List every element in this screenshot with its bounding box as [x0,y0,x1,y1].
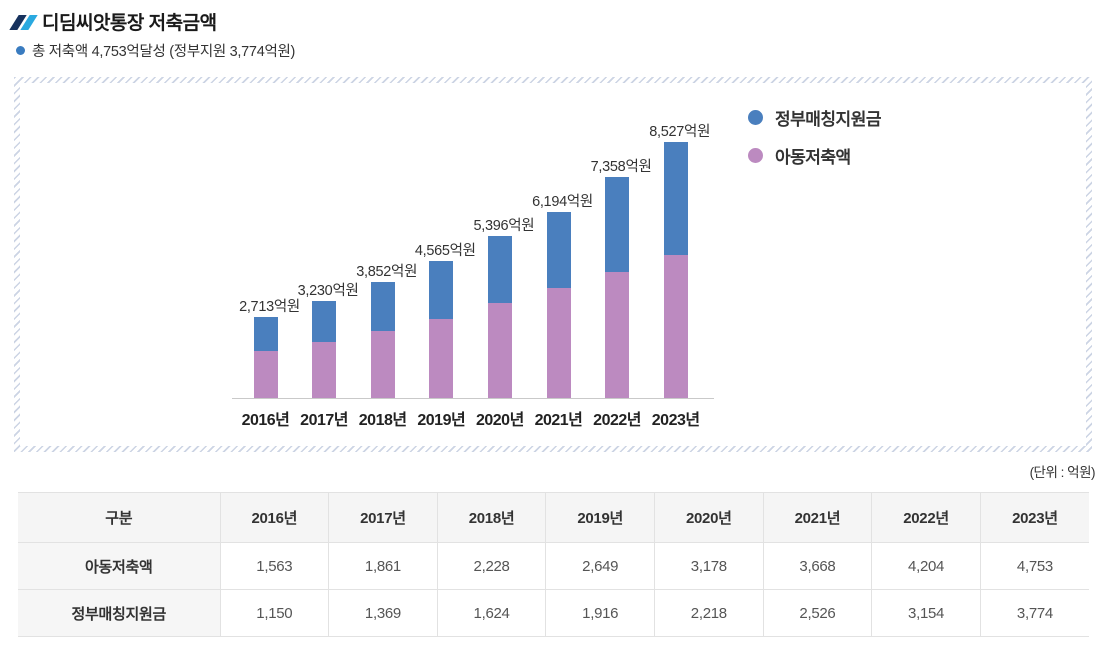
bar-category-label: 2022년 [593,412,641,429]
table-cell: 1,916 [545,589,655,637]
table-cell: 3,178 [654,542,764,590]
bar-category-label: 2020년 [475,412,524,429]
bar-segment-child [370,331,395,398]
bar-total-label: 3,230억원 [297,283,359,300]
bar-segment-government [663,142,688,256]
bar-total-label: 5,396억원 [473,218,535,235]
legend-dot-government-icon [748,110,763,125]
unit-note: (단위 : 억원) [1029,465,1096,480]
bar-category-label: 2016년 [241,412,290,429]
bar-group-2023년 [663,142,688,398]
table-cell: 1,150 [219,589,330,637]
bar-total-label: 7,358억원 [590,159,652,176]
bar-segment-government [370,282,395,332]
data-table: 구분 2016년 2017년 2018년 2019년 2020년 2021년 2… [18,492,1089,637]
table-header-cell: 2017년 [328,492,438,543]
table-cell: 1,861 [328,542,438,590]
table-header-cell: 2019년 [545,492,655,543]
legend-item-child: 아동저축액 [748,143,881,168]
table-cell: 2,526 [762,589,873,637]
x-axis-line [232,398,714,399]
summary-line: 총 저축액 4,753억달성 (정부지원 3,774억원) [16,40,295,61]
double-slash-icon [9,15,38,30]
bar-segment-government [429,261,454,319]
bar-group-2021년 [546,212,571,398]
bar-category-label: 2021년 [534,412,583,429]
table-cell: 1,624 [436,589,547,637]
page-title: 디딤씨앗통장 저축금액 [42,13,217,34]
table-header-cell: 2022년 [871,492,981,543]
bar-total-label: 4,565억원 [414,243,476,260]
bar-group-2017년 [312,301,337,398]
legend-label-child: 아동저축액 [775,148,851,167]
bar-segment-child [546,287,571,398]
chart-legend: 정부매칭지원금 아동저축액 [748,105,881,181]
bar-total-label: 3,852억원 [356,264,418,281]
bar-category-label: 2019년 [417,412,466,429]
bar-total-label: 2,713억원 [239,298,300,315]
bar-segment-government [605,177,630,272]
table-cell: 2,228 [436,542,547,590]
table-cell: 3,774 [979,589,1089,637]
table-cell: 4,753 [979,542,1089,590]
bullet-icon [16,46,25,55]
bar-total-label: 6,194억원 [532,194,593,211]
bar-category-label: 2017년 [300,412,348,429]
bar-total-label: 8,527억원 [649,124,711,141]
table-cell: 3,668 [762,542,873,590]
table-header-cell: 2023년 [979,492,1089,543]
table-header-cell: 2021년 [762,492,873,543]
table-row-child-savings: 아동저축액 1,563 1,861 2,228 2,649 3,178 3,66… [18,542,1089,590]
bar-segment-child [663,255,688,398]
bar-segment-child [429,318,454,398]
row-label: 아동저축액 [18,542,221,590]
table-cell: 3,154 [871,589,981,637]
bar-group-2019년 [429,261,454,398]
row-label: 정부매칭지원금 [18,589,221,637]
bar-segment-child [605,271,630,398]
table-cell: 1,563 [219,542,330,590]
legend-dot-child-icon [748,148,763,163]
table-header-cell: 구분 [18,492,221,543]
table-header-cell: 2020년 [654,492,764,543]
bar-group-2016년 [253,316,278,398]
table-row-government-matching: 정부매칭지원금 1,150 1,369 1,624 1,916 2,218 2,… [18,589,1089,637]
bar-segment-government [487,236,512,303]
bar-group-2018년 [370,282,395,398]
table-header-cell: 2018년 [436,492,547,543]
bar-segment-government [312,301,337,343]
bar-group-2020년 [487,236,512,398]
bar-segment-child [487,302,512,398]
bar-segment-child [253,351,278,398]
table-cell: 2,649 [545,542,655,590]
bar-segment-child [312,342,337,398]
legend-item-government: 정부매칭지원금 [748,105,881,130]
page-header: 디딤씨앗통장 저축금액 [9,8,217,35]
table-header-cell: 2016년 [219,492,330,543]
legend-label-government: 정부매칭지원금 [775,110,881,129]
bar-segment-government [546,212,571,288]
stacked-bar-chart: 2,713억원 2016년 3,230억원 2017년 3,852억원 2018년 4,56… [20,83,1086,446]
summary-text: 총 저축액 4,753억달성 (정부지원 3,774억원) [32,44,296,60]
table-cell: 4,204 [871,542,981,590]
bar-category-label: 2023년 [651,412,700,429]
chart-panel-inner: 2,713억원 2016년 3,230억원 2017년 3,852억원 2018년 4,56… [20,83,1086,446]
bar-category-label: 2018년 [358,412,407,429]
bar-group-2022년 [605,177,630,398]
chart-panel: 2,713억원 2016년 3,230억원 2017년 3,852억원 2018년 4,56… [14,77,1092,452]
table-header-row: 구분 2016년 2017년 2018년 2019년 2020년 2021년 2… [18,492,1089,543]
bar-segment-government [253,316,278,352]
table-cell: 2,218 [654,589,764,637]
table-cell: 1,369 [328,589,438,637]
